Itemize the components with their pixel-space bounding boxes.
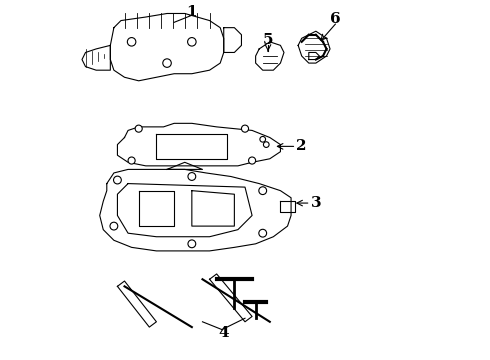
Polygon shape (309, 53, 319, 59)
Polygon shape (118, 281, 156, 327)
Text: 4: 4 (219, 326, 229, 340)
Circle shape (163, 59, 172, 67)
Polygon shape (210, 274, 252, 322)
Circle shape (242, 125, 248, 132)
Polygon shape (256, 42, 284, 70)
Circle shape (135, 125, 142, 132)
Text: 5: 5 (263, 33, 273, 47)
Circle shape (114, 176, 122, 184)
Circle shape (259, 187, 267, 194)
Polygon shape (99, 170, 291, 251)
Polygon shape (82, 45, 110, 70)
Polygon shape (167, 162, 202, 170)
Circle shape (188, 37, 196, 46)
Text: 3: 3 (311, 196, 321, 210)
Polygon shape (110, 13, 224, 81)
Circle shape (188, 240, 196, 248)
Circle shape (128, 157, 135, 164)
Text: 6: 6 (330, 12, 341, 26)
Polygon shape (224, 28, 242, 53)
Text: 2: 2 (296, 139, 307, 153)
Circle shape (248, 157, 256, 164)
Circle shape (188, 172, 196, 180)
Circle shape (260, 136, 266, 142)
Polygon shape (118, 123, 280, 166)
Circle shape (264, 142, 269, 148)
Polygon shape (298, 31, 330, 63)
Circle shape (259, 229, 267, 237)
Text: 1: 1 (187, 5, 197, 19)
Circle shape (110, 222, 118, 230)
Circle shape (127, 37, 136, 46)
